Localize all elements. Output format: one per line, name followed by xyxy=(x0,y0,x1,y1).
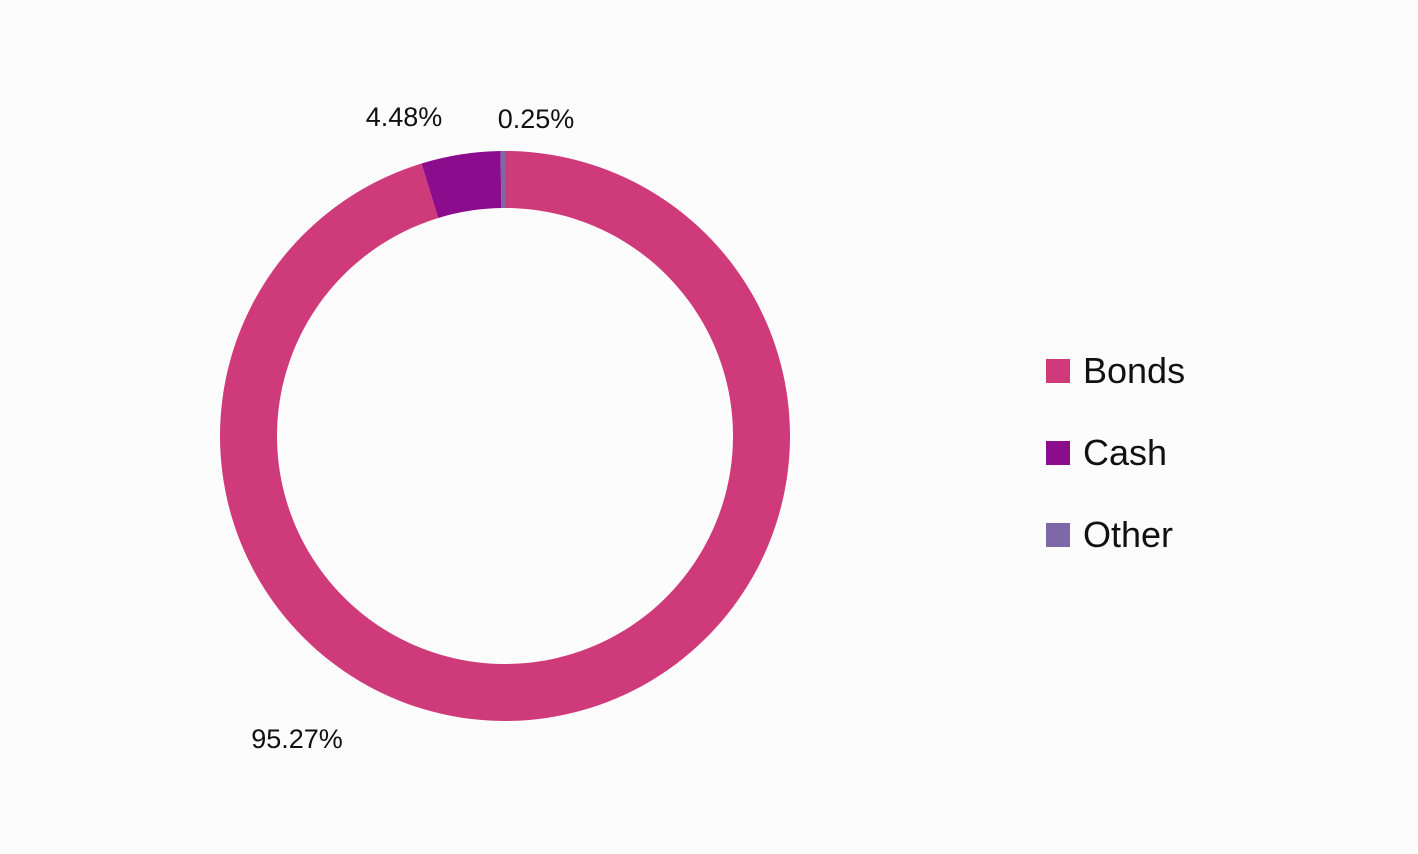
data-label-other: 0.25% xyxy=(498,104,575,134)
legend-label-other: Other xyxy=(1083,514,1174,555)
donut-slice-bonds xyxy=(220,151,791,721)
data-label-cash: 4.48% xyxy=(366,102,443,132)
legend-swatch-other xyxy=(1046,523,1070,547)
legend-label-bonds: Bonds xyxy=(1083,350,1186,391)
donut-slice-cash xyxy=(421,151,502,218)
legend-item-bonds: Bonds xyxy=(1046,330,1185,412)
data-label-bonds: 95.27% xyxy=(251,724,343,754)
legend-label-cash: Cash xyxy=(1083,432,1168,473)
legend: Bonds Cash Other xyxy=(1046,330,1185,576)
data-labels: 95.27% 4.48% 0.25% xyxy=(251,102,574,754)
donut-slices xyxy=(220,151,791,721)
legend-swatch-bonds xyxy=(1046,359,1070,383)
legend-swatch-cash xyxy=(1046,441,1070,465)
legend-item-cash: Cash xyxy=(1046,412,1185,494)
donut-slice-other xyxy=(500,151,505,209)
legend-item-other: Other xyxy=(1046,494,1185,576)
